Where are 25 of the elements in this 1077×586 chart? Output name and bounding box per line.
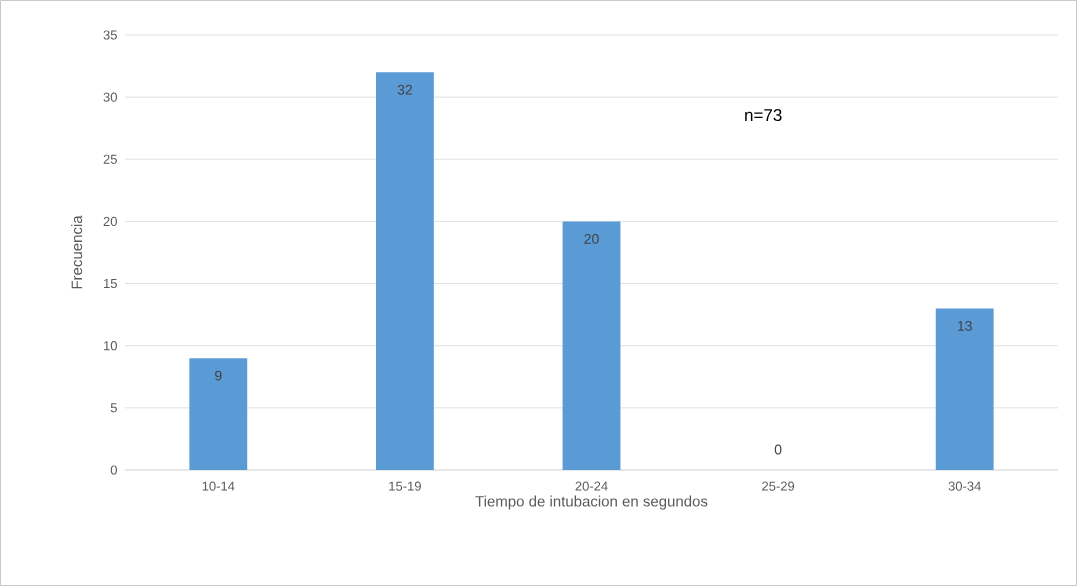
bar bbox=[189, 358, 248, 470]
data-label: 0 bbox=[774, 444, 782, 455]
x-tick-label: 30-34 bbox=[948, 481, 981, 491]
x-tick-label: 25-29 bbox=[762, 481, 795, 491]
x-tick-label: 10-14 bbox=[202, 481, 235, 491]
x-axis-title: Tiempo de intubacion en segundos bbox=[475, 495, 708, 510]
y-tick-label: 25 bbox=[103, 154, 117, 164]
data-label: 9 bbox=[215, 370, 222, 381]
y-axis-title: Frecuencia bbox=[71, 215, 83, 289]
x-tick-label: 15-19 bbox=[389, 481, 421, 491]
y-tick-label: 5 bbox=[110, 403, 117, 413]
annotation: n=73 bbox=[745, 109, 782, 122]
y-tick-label: 10 bbox=[104, 341, 117, 351]
data-label: 13 bbox=[957, 320, 972, 331]
bar bbox=[935, 308, 994, 470]
bar bbox=[375, 72, 434, 470]
data-label: 32 bbox=[397, 84, 412, 95]
data-label: 20 bbox=[584, 233, 599, 244]
y-tick-label: 20 bbox=[103, 216, 117, 227]
bar bbox=[562, 221, 621, 470]
y-tick-label: 35 bbox=[103, 30, 117, 40]
y-tick-label: 0 bbox=[110, 465, 117, 475]
y-tick-label: 30 bbox=[103, 92, 117, 102]
y-tick-label: 15 bbox=[104, 279, 117, 289]
x-tick-label: 20-24 bbox=[575, 481, 608, 491]
